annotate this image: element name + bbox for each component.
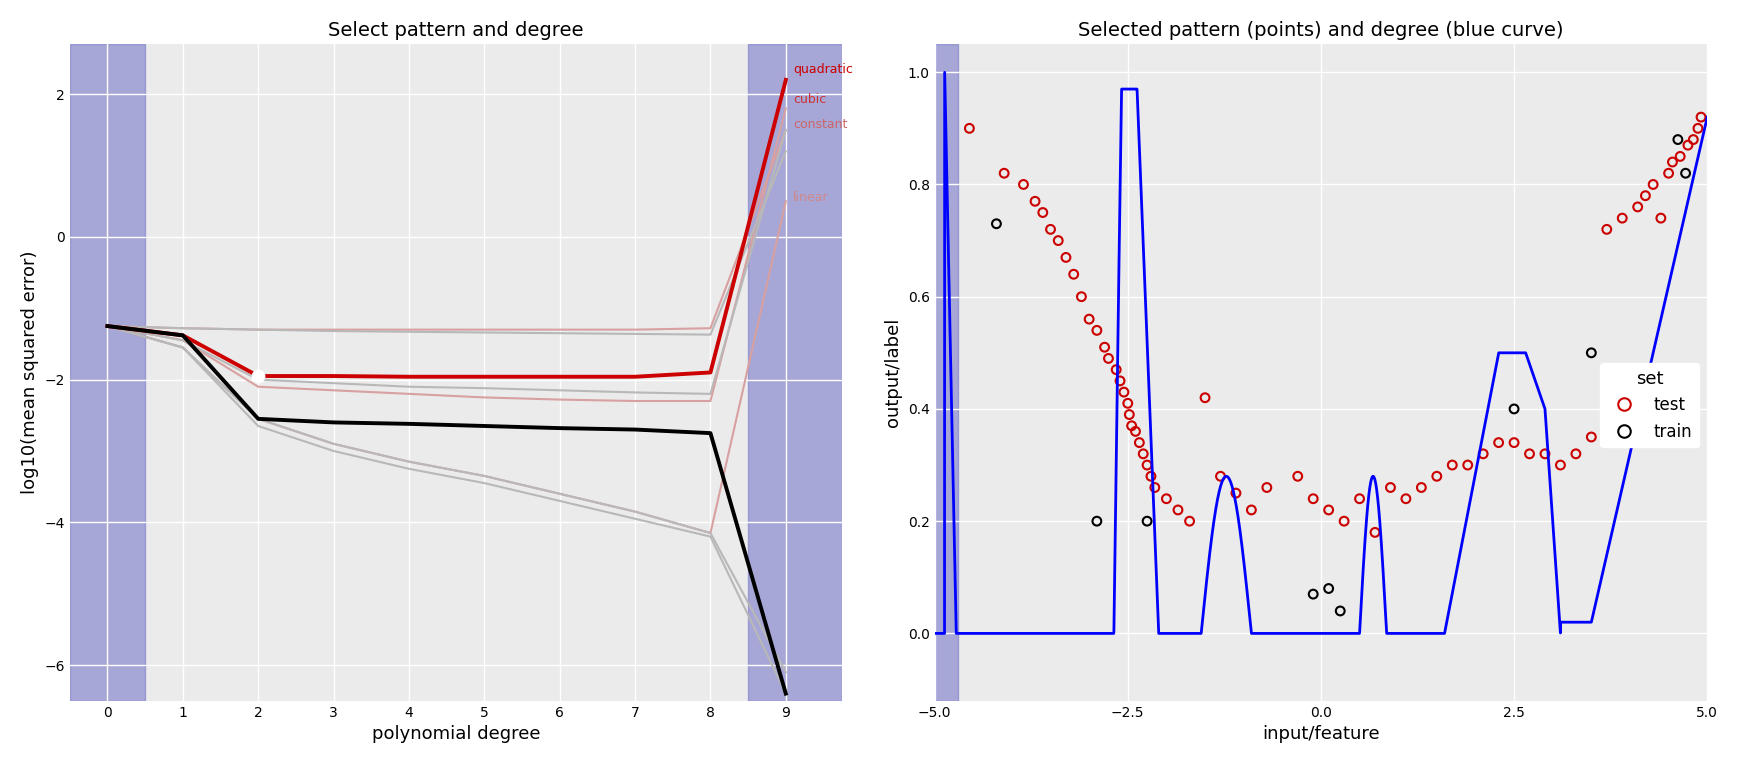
Point	[1045, 235, 1073, 247]
Point	[1501, 436, 1529, 448]
Point	[1052, 251, 1080, 264]
Point	[1666, 151, 1694, 163]
Title: Selected pattern (points) and degree (blue curve): Selected pattern (points) and degree (bl…	[1078, 21, 1563, 40]
Bar	[934, 44, 958, 701]
Point	[1516, 448, 1544, 460]
Point	[1683, 122, 1711, 134]
Point	[1106, 375, 1134, 387]
Point	[1391, 493, 1419, 505]
Point	[1115, 409, 1143, 421]
Point	[1083, 324, 1111, 336]
Point	[1176, 515, 1203, 527]
Point	[1362, 526, 1389, 539]
Point	[1021, 195, 1049, 207]
Legend: test, train: test, train	[1600, 364, 1699, 447]
Text: linear: linear	[793, 191, 830, 204]
Point	[1029, 206, 1057, 219]
Point	[1631, 189, 1659, 202]
Point	[1530, 448, 1558, 460]
Point	[1299, 493, 1327, 505]
Point	[1109, 386, 1137, 398]
Point	[955, 122, 983, 134]
Point	[1609, 212, 1636, 225]
Point	[1191, 392, 1219, 404]
Point	[1454, 459, 1482, 471]
Point	[1469, 448, 1497, 460]
Y-axis label: log10(mean squared error): log10(mean squared error)	[21, 251, 38, 494]
Point	[1068, 290, 1096, 303]
Bar	[748, 44, 842, 701]
Text: cubic: cubic	[793, 93, 826, 106]
Title: Select pattern and degree: Select pattern and degree	[329, 21, 584, 40]
Point	[1129, 448, 1156, 460]
Point	[1546, 459, 1574, 471]
Point	[1659, 156, 1687, 168]
Point	[1680, 134, 1708, 146]
Point	[1283, 470, 1311, 482]
Text: constant: constant	[793, 118, 847, 131]
Point	[1330, 515, 1358, 527]
Point	[1090, 341, 1118, 353]
Point	[1640, 178, 1668, 190]
Point	[1141, 481, 1169, 494]
Point	[1656, 167, 1683, 180]
Point	[1327, 605, 1355, 617]
Point	[1134, 459, 1162, 471]
Point	[1238, 503, 1266, 516]
Point	[1083, 515, 1111, 527]
Point	[1134, 515, 1162, 527]
Point	[1252, 481, 1280, 494]
Point	[1423, 470, 1450, 482]
Point	[1346, 493, 1374, 505]
Point	[1125, 436, 1153, 448]
Point	[1593, 223, 1621, 235]
Point	[1315, 503, 1343, 516]
Point	[1664, 134, 1692, 146]
Point	[1059, 268, 1087, 280]
Point	[1577, 431, 1605, 443]
Point	[1562, 448, 1589, 460]
Y-axis label: output/label: output/label	[883, 318, 903, 427]
Point	[1315, 582, 1343, 594]
Point	[1501, 403, 1529, 415]
Point	[1577, 347, 1605, 359]
Point	[1122, 426, 1149, 438]
Point	[1153, 493, 1181, 505]
Point	[1485, 436, 1513, 448]
Point	[983, 218, 1010, 230]
Point	[1624, 201, 1652, 213]
Point	[1438, 459, 1466, 471]
Point	[1377, 481, 1405, 494]
Point	[1675, 139, 1702, 151]
Point	[1103, 364, 1130, 376]
Point	[1163, 503, 1191, 516]
Point	[989, 167, 1017, 180]
Point	[1407, 481, 1435, 494]
Point	[1118, 419, 1146, 432]
Point	[1075, 313, 1103, 325]
Point	[1299, 588, 1327, 601]
Point	[1094, 352, 1122, 364]
Text: quadratic: quadratic	[793, 63, 854, 76]
Point	[1687, 111, 1715, 123]
X-axis label: input/feature: input/feature	[1263, 725, 1379, 743]
Point	[1137, 470, 1165, 482]
Point	[1207, 470, 1235, 482]
Point	[1036, 223, 1064, 235]
Bar	[70, 44, 144, 701]
Point	[1671, 167, 1699, 180]
Point	[1010, 178, 1038, 190]
Point	[1223, 487, 1250, 499]
X-axis label: polynomial degree: polynomial degree	[372, 725, 541, 743]
Point	[1115, 397, 1143, 410]
Point	[1647, 212, 1675, 225]
